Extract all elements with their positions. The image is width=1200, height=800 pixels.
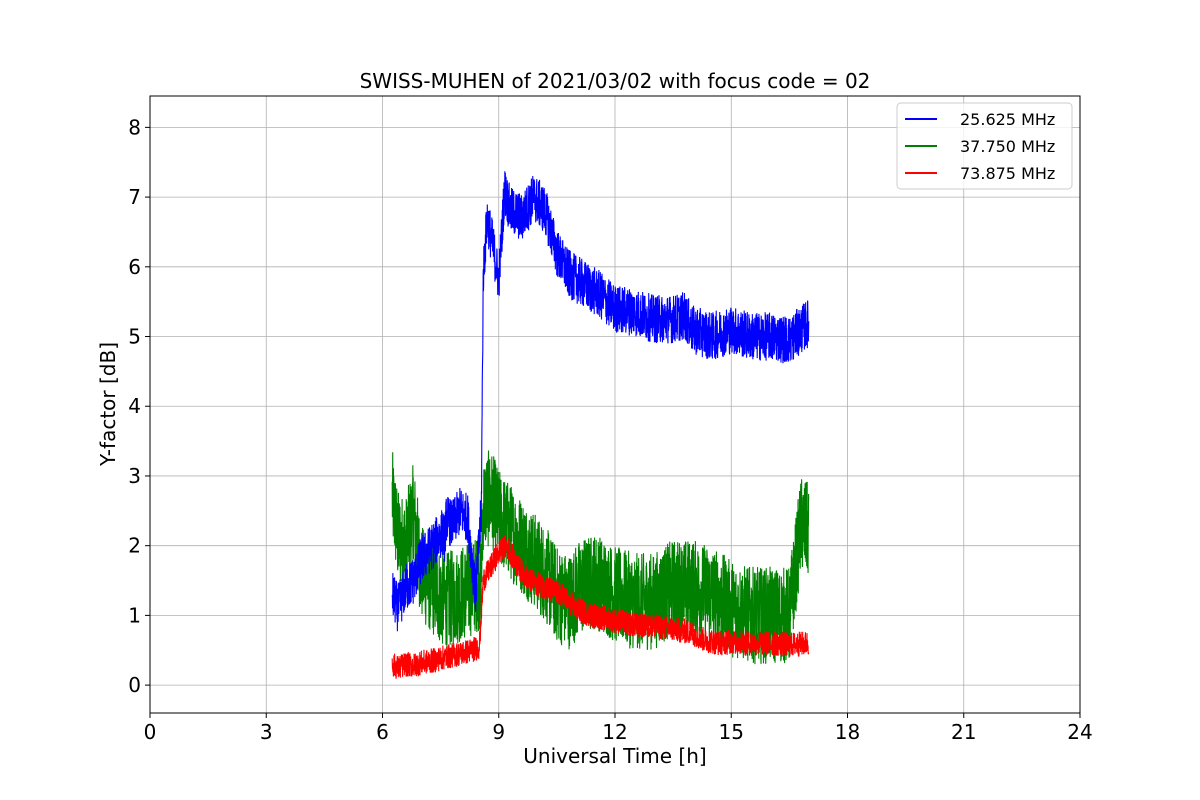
- y-tick-label: 3: [128, 464, 141, 488]
- y-tick-label: 0: [128, 673, 141, 697]
- y-tick-label: 8: [128, 115, 141, 139]
- y-tick-label: 4: [128, 394, 141, 418]
- series-line-37750-mhz: [391, 450, 810, 665]
- y-tick-label: 7: [128, 185, 141, 209]
- x-tick-label: 0: [144, 720, 157, 744]
- x-tick-label: 3: [260, 720, 273, 744]
- legend: 25.625 MHz 37.750 MHz 73.875 MHz: [896, 102, 1073, 190]
- data-series-group: [391, 171, 810, 679]
- x-tick-label: 21: [951, 720, 976, 744]
- legend-label: 25.625 MHz: [960, 110, 1055, 129]
- series-line-25625-mhz: [391, 171, 810, 632]
- legend-box: [896, 102, 1073, 190]
- series-line-73875-mhz: [391, 534, 810, 679]
- x-axis-label: Universal Time [h]: [523, 744, 706, 768]
- legend-label: 73.875 MHz: [960, 164, 1055, 183]
- x-tick-label: 18: [835, 720, 860, 744]
- chart-title: SWISS-MUHEN of 2021/03/02 with focus cod…: [360, 69, 871, 93]
- y-tick-label: 1: [128, 603, 141, 627]
- x-tick-label: 9: [492, 720, 505, 744]
- y-axis-label: Y-factor [dB]: [96, 342, 120, 467]
- x-tick-label: 24: [1067, 720, 1092, 744]
- x-tick-label: 15: [719, 720, 744, 744]
- y-tick-label: 5: [128, 325, 141, 349]
- legend-label: 37.750 MHz: [960, 137, 1055, 156]
- x-tick-label: 12: [602, 720, 627, 744]
- y-tick-label: 2: [128, 534, 141, 558]
- y-tick-label: 6: [128, 255, 141, 279]
- x-tick-label: 6: [376, 720, 389, 744]
